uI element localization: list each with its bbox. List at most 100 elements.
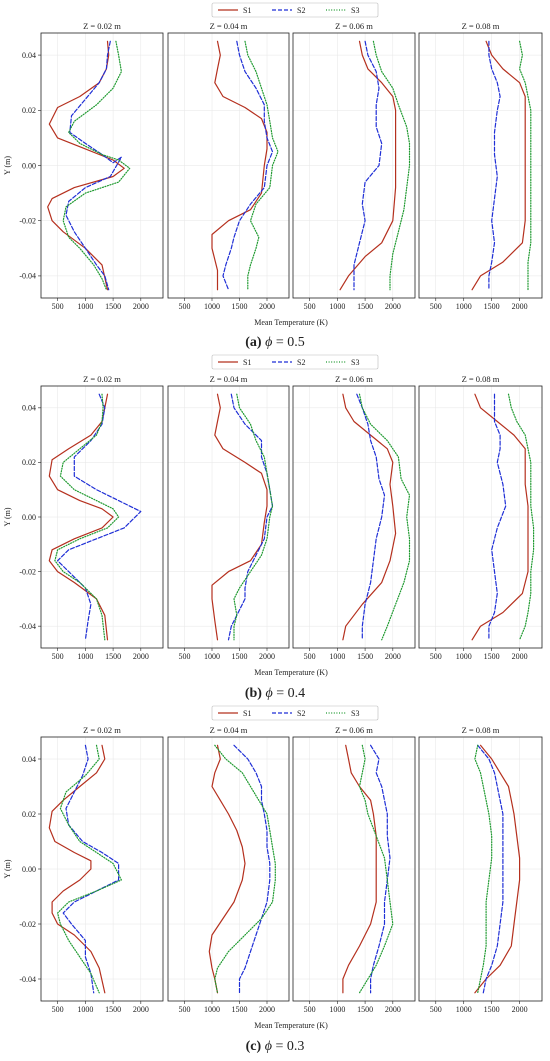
series-line-s1 [47, 40, 125, 291]
subplot-1: Z = 0.02 m 500 1000 1500 2000 0.04 0.02 0.00 -0.… [19, 725, 164, 1014]
series-line-s1 [48, 393, 114, 641]
series-line-s1 [471, 393, 529, 641]
x-tick-label: 1500 [357, 652, 373, 661]
series-line-s1 [211, 40, 268, 291]
subplot-4: Z = 0.08 m 500 1000 1500 2000 [418, 374, 543, 661]
plot-frame [418, 32, 543, 299]
x-tick-label: 1500 [232, 1005, 248, 1014]
y-tick-label: -0.04 [19, 272, 36, 281]
subplot-2: Z = 0.04 m 500 1000 1500 2000 [167, 21, 290, 311]
subplot-title: Z = 0.08 m [462, 374, 500, 384]
subplot-2: Z = 0.04 m 500 1000 1500 2000 [167, 725, 290, 1014]
subplot-title: Z = 0.06 m [335, 21, 373, 31]
y-tick-label: 0.00 [22, 161, 36, 170]
series-line-s1 [48, 744, 106, 994]
series-line-s2 [222, 40, 274, 291]
x-tick-label: 1500 [105, 652, 121, 661]
series-line-s3 [244, 40, 279, 291]
series-line-s1 [342, 744, 377, 994]
caption-letter: (c) [246, 1039, 262, 1054]
series-line-s2 [356, 393, 386, 641]
legend-label-s3: S3 [351, 6, 359, 15]
series-line-s3 [56, 744, 123, 994]
x-tick-label: 1500 [105, 302, 121, 311]
x-tick-label: 1000 [204, 1005, 220, 1014]
series-line-s2 [233, 744, 271, 994]
x-axis-label: Mean Temperature (K) [254, 1021, 328, 1030]
panel-caption: (b) ϕ = 0.4 [245, 686, 305, 701]
x-tick-label: 1500 [232, 652, 248, 661]
series-line-s3 [372, 40, 411, 291]
chart-section-3: S1 S2 S3 Z = 0.02 m 500 1000 1500 2000 0.04 0.02 0… [3, 705, 543, 1054]
x-tick-label: 1500 [357, 1005, 373, 1014]
subplot-title: Z = 0.04 m [210, 21, 248, 31]
x-tick-label: 1000 [77, 652, 93, 661]
y-tick-label: 0.00 [22, 513, 36, 522]
y-tick-label: -0.02 [19, 217, 36, 226]
x-tick-label: 500 [430, 302, 442, 311]
series-line-s2 [62, 744, 120, 994]
panel-caption: (c) ϕ = 0.3 [246, 1039, 305, 1054]
x-tick-label: 500 [430, 652, 442, 661]
legend: S1 S2 S3 [211, 354, 379, 370]
series-line-s2 [477, 744, 504, 994]
panel-caption: (a) ϕ = 0.5 [245, 335, 304, 350]
legend-label-s2: S2 [297, 709, 305, 718]
subplot-title: Z = 0.06 m [335, 725, 373, 735]
legend-box [211, 705, 379, 721]
y-tick-label: -0.04 [19, 975, 36, 984]
x-tick-label: 1500 [357, 302, 373, 311]
legend-label-s1: S1 [243, 6, 251, 15]
x-tick-label: 1000 [456, 302, 472, 311]
x-tick-label: 500 [52, 302, 64, 311]
x-tick-label: 500 [52, 652, 64, 661]
x-tick-label: 1000 [204, 652, 220, 661]
y-tick-label: 0.04 [22, 51, 36, 60]
x-tick-label: 1000 [329, 652, 345, 661]
plot-frame [292, 385, 416, 649]
series-line-s2 [370, 744, 391, 994]
x-tick-label: 2000 [259, 652, 275, 661]
legend-label-s1: S1 [243, 358, 251, 367]
x-axis-label: Mean Temperature (K) [254, 318, 328, 327]
series-line-s3 [62, 40, 131, 291]
plot-frame [418, 385, 543, 649]
x-tick-label: 2000 [385, 1005, 401, 1014]
y-tick-label: 0.04 [22, 404, 36, 413]
x-tick-label: 2000 [512, 1005, 528, 1014]
x-tick-label: 500 [304, 652, 316, 661]
series-line-s1 [339, 40, 397, 291]
subplot-title: Z = 0.04 m [210, 725, 248, 735]
series-line-s3 [358, 393, 411, 641]
x-tick-label: 500 [430, 1005, 442, 1014]
y-tick-label: 0.02 [22, 810, 36, 819]
series-line-s3 [518, 40, 532, 291]
plot-frame [292, 32, 416, 299]
x-tick-label: 1500 [484, 1005, 500, 1014]
subplot-title: Z = 0.02 m [83, 374, 121, 384]
subplot-title: Z = 0.02 m [83, 21, 121, 31]
x-tick-label: 1500 [232, 302, 248, 311]
x-tick-label: 2000 [385, 652, 401, 661]
subplot-title: Z = 0.06 m [335, 374, 373, 384]
legend-label-s2: S2 [297, 358, 305, 367]
x-tick-label: 1000 [456, 652, 472, 661]
caption-phi: ϕ [265, 1039, 272, 1054]
caption-value: = 0.3 [272, 1039, 304, 1054]
legend-label-s1: S1 [243, 709, 251, 718]
legend-box [211, 2, 379, 18]
x-tick-label: 1000 [456, 1005, 472, 1014]
y-tick-label: -0.02 [19, 567, 36, 576]
series-line-s2 [488, 40, 501, 291]
y-tick-label: -0.02 [19, 920, 36, 929]
x-tick-label: 500 [52, 1005, 64, 1014]
series-line-s1 [471, 40, 526, 291]
y-axis-label: Y (m) [3, 156, 12, 175]
series-line-s3 [474, 744, 493, 994]
y-tick-label: 0.04 [22, 755, 36, 764]
chart-section-1: S1 S2 S3 Z = 0.02 m 500 1000 1500 2000 0.04 0.02 0… [3, 2, 543, 350]
subplot-3: Z = 0.06 m 500 1000 1500 2000 [292, 21, 416, 311]
legend: S1 S2 S3 [211, 705, 379, 721]
x-tick-label: 2000 [133, 652, 149, 661]
caption-value: = 0.4 [273, 686, 305, 701]
